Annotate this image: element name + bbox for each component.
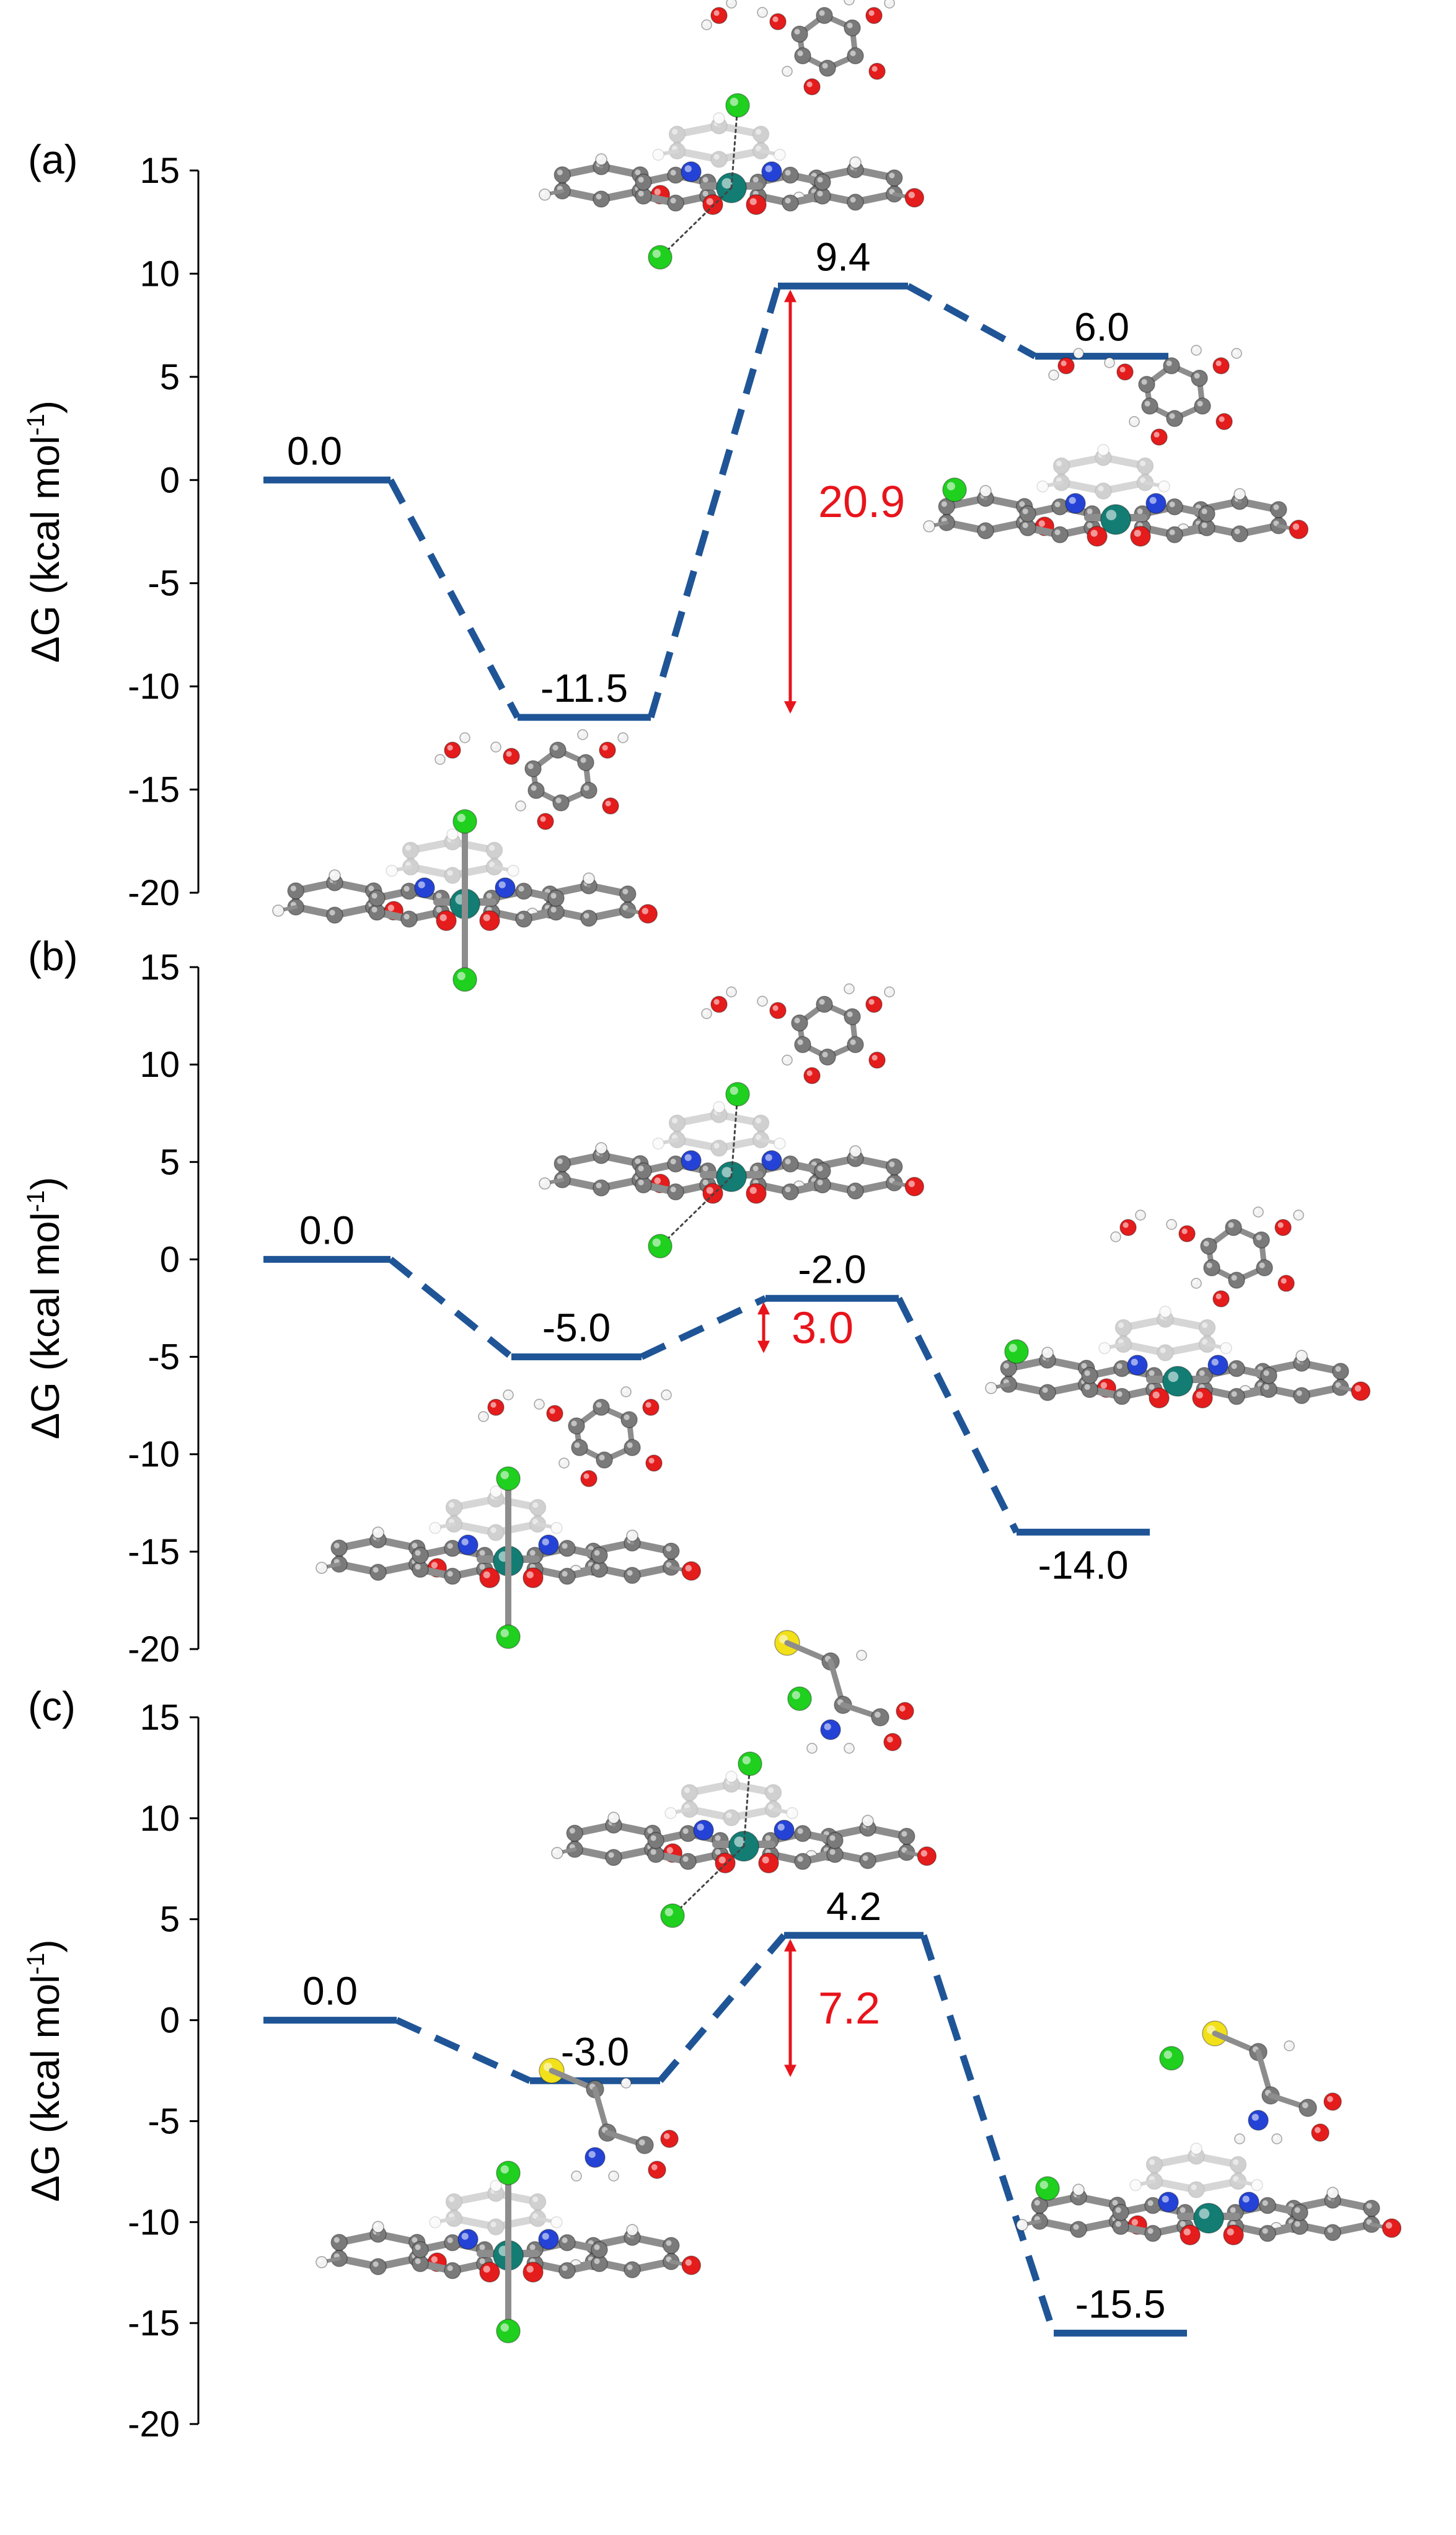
energy-connector (924, 1936, 1054, 2334)
y-tick-label: 5 (160, 357, 180, 397)
energy-connector (908, 286, 1035, 356)
panel-b: (b) 15 10 5 0 -5 -10 -15 -20 ΔG (kcal mol-1) 0.0 -5… (22, 933, 1150, 1670)
transition-state-structure-icon (552, 1630, 936, 1927)
y-tick-label: -15 (128, 770, 180, 810)
y-tick-label: -20 (128, 1629, 180, 1670)
y-tick-label: 10 (139, 1798, 180, 1839)
y-tick-label: -5 (148, 2101, 180, 2141)
panel-label: (a) (28, 136, 78, 182)
y-tick-label: -20 (128, 873, 180, 913)
y-tick-label: 15 (139, 1697, 180, 1738)
panel-c: (c) 15 10 5 0 -5 -10 -15 -20 ΔG (kcal mol-1) 0.0 -3… (22, 1683, 1187, 2444)
reactant-complex-structure-icon (273, 730, 657, 991)
transition-state-structure-icon (539, 984, 924, 1258)
energy-level-label: 0.0 (299, 1208, 355, 1252)
y-tick-label: -15 (128, 1532, 180, 1572)
energy-level-label: -15.5 (1075, 2281, 1166, 2326)
energy-connector (397, 2020, 530, 2081)
y-tick-label: -5 (148, 564, 180, 604)
barrier-label: 20.9 (818, 477, 905, 527)
y-tick-label: -15 (128, 2303, 180, 2343)
product-structure-icon (1017, 2021, 1401, 2245)
energy-level-label: -5.0 (542, 1306, 611, 1350)
y-tick-label: -10 (128, 1435, 180, 1475)
y-tick-label: 5 (160, 1900, 180, 1940)
energy-connector (660, 1936, 784, 2081)
y-tick-label: 0 (160, 2001, 180, 2041)
barrier-label: 7.2 (818, 1984, 880, 2033)
y-tick-label: -10 (128, 666, 180, 707)
reactant-complex-structure-icon (316, 1387, 700, 1648)
energy-connector (899, 1298, 1017, 1532)
y-tick-label: -5 (148, 1337, 180, 1378)
y-axis-label: ΔG (kcal mol-1) (22, 1939, 68, 2201)
energy-connector (390, 1259, 511, 1356)
panel-label: (b) (28, 933, 78, 979)
y-tick-label: 10 (139, 1045, 180, 1085)
barrier-label: 3.0 (792, 1303, 854, 1353)
energy-connector (651, 286, 778, 717)
y-tick-label: 0 (160, 460, 180, 500)
y-tick-label: -20 (128, 2404, 180, 2444)
reactant-complex-structure-icon (316, 2058, 700, 2343)
energy-connector (390, 480, 518, 717)
y-tick-label: 15 (139, 947, 180, 988)
energy-connector (642, 1298, 766, 1356)
y-tick-label: 15 (139, 151, 180, 191)
energy-level-label: -14.0 (1038, 1542, 1129, 1587)
energy-level-label: 4.2 (826, 1884, 881, 1929)
y-axis-label: ΔG (kcal mol-1) (22, 1177, 68, 1439)
energy-level-label: 0.0 (287, 428, 342, 473)
transition-state-structure-icon (539, 0, 924, 269)
energy-level-label: -3.0 (561, 2029, 629, 2074)
energy-level-label: 0.0 (302, 1969, 358, 2014)
y-tick-label: 10 (139, 254, 180, 294)
y-axis-label: ΔG (kcal mol-1) (22, 400, 68, 663)
y-tick-label: -10 (128, 2202, 180, 2242)
energy-level-label: -11.5 (540, 666, 628, 710)
product-structure-icon (986, 1207, 1370, 1408)
panel-label: (c) (28, 1683, 76, 1729)
y-tick-label: 5 (160, 1142, 180, 1182)
y-tick-label: 0 (160, 1239, 180, 1280)
energy-level-label: -2.0 (798, 1247, 866, 1291)
energy-level-label: 6.0 (1074, 305, 1129, 350)
product-structure-icon (924, 345, 1308, 546)
energy-level-label: 9.4 (816, 234, 871, 279)
